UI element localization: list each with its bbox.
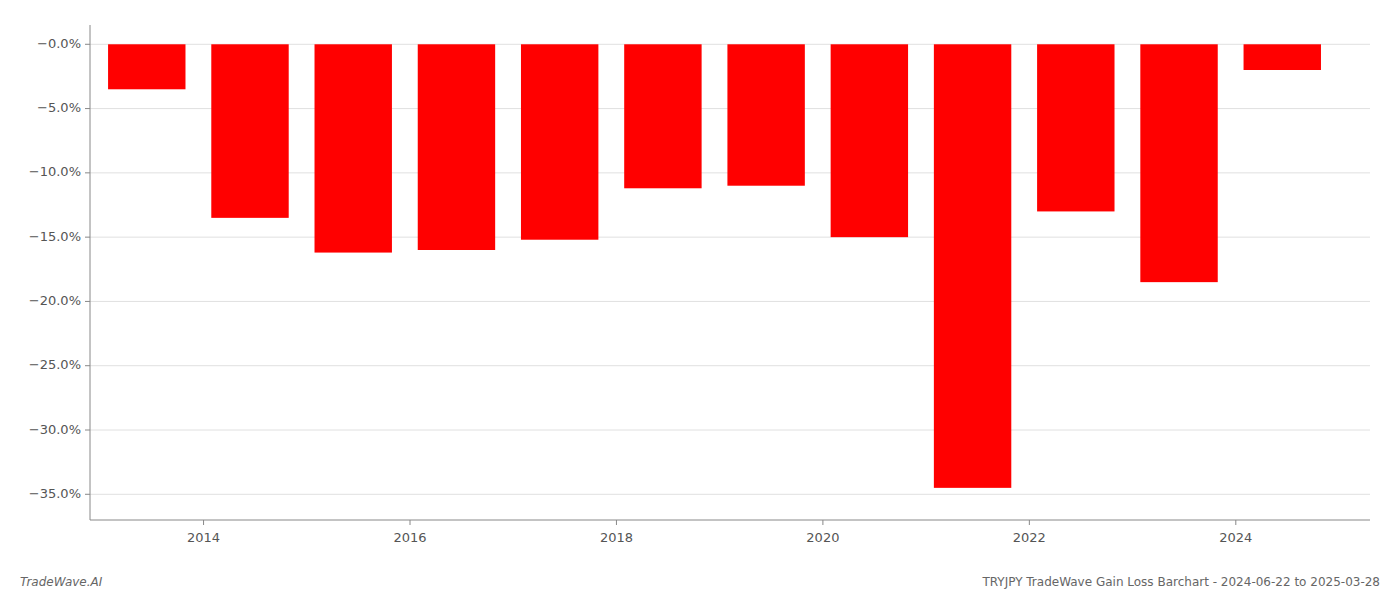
y-tick: [85, 108, 90, 109]
y-tick: [85, 430, 90, 431]
y-tick: [85, 365, 90, 366]
y-tick-label: −10.0%: [29, 164, 81, 179]
x-tick: [1235, 520, 1236, 525]
x-axis-line: [90, 520, 1370, 521]
grid-line: [90, 430, 1370, 431]
y-axis-line: [90, 25, 91, 520]
y-tick-label: −5.0%: [37, 100, 81, 115]
x-tick: [410, 520, 411, 525]
y-tick-label: −30.0%: [29, 422, 81, 437]
bar: [1244, 44, 1321, 70]
x-tick: [1029, 520, 1030, 525]
bar: [934, 44, 1011, 488]
bar: [315, 44, 392, 252]
x-tick: [203, 520, 204, 525]
grid-line: [90, 301, 1370, 302]
x-tick-label: 2020: [806, 530, 839, 545]
bar: [1037, 44, 1114, 211]
bar: [521, 44, 598, 239]
chart: −0.0% −5.0% −10.0% −15.0% −20.0% −25.0% −30.0%…: [0, 0, 1400, 600]
bar: [108, 44, 185, 89]
bar: [727, 44, 804, 185]
y-tick-label: −20.0%: [29, 293, 81, 308]
annotation: TradeWave.AI: [20, 575, 103, 589]
y-tick: [85, 301, 90, 302]
grid: [90, 44, 1370, 494]
bar: [418, 44, 495, 250]
y-tick-label: −0.0%: [37, 36, 81, 51]
bars: [108, 44, 1321, 488]
y-tick: [85, 494, 90, 495]
bar: [1140, 44, 1217, 282]
x-tick-label: 2022: [1013, 530, 1046, 545]
y-tick: [85, 237, 90, 238]
x-tick-label: 2014: [187, 530, 220, 545]
x-tick-label: 2024: [1219, 530, 1252, 545]
y-tick: [85, 44, 90, 45]
bar: [211, 44, 288, 218]
y-tick-label: −15.0%: [29, 229, 81, 244]
grid-line: [90, 494, 1370, 495]
x-tick-label: 2018: [600, 530, 633, 545]
x-tick-label: 2016: [393, 530, 426, 545]
x-tick: [616, 520, 617, 525]
y-tick: [85, 172, 90, 173]
y-tick-label: −35.0%: [29, 486, 81, 501]
annotation: TRYJPY TradeWave Gain Loss Barchart - 20…: [981, 575, 1380, 589]
x-tick: [822, 520, 823, 525]
grid-line: [90, 365, 1370, 366]
bar: [831, 44, 908, 237]
bar: [624, 44, 701, 188]
y-tick-label: −25.0%: [29, 357, 81, 372]
background: [0, 0, 1400, 600]
axes: −0.0% −5.0% −10.0% −15.0% −20.0% −25.0% −30.0%…: [29, 25, 1370, 545]
